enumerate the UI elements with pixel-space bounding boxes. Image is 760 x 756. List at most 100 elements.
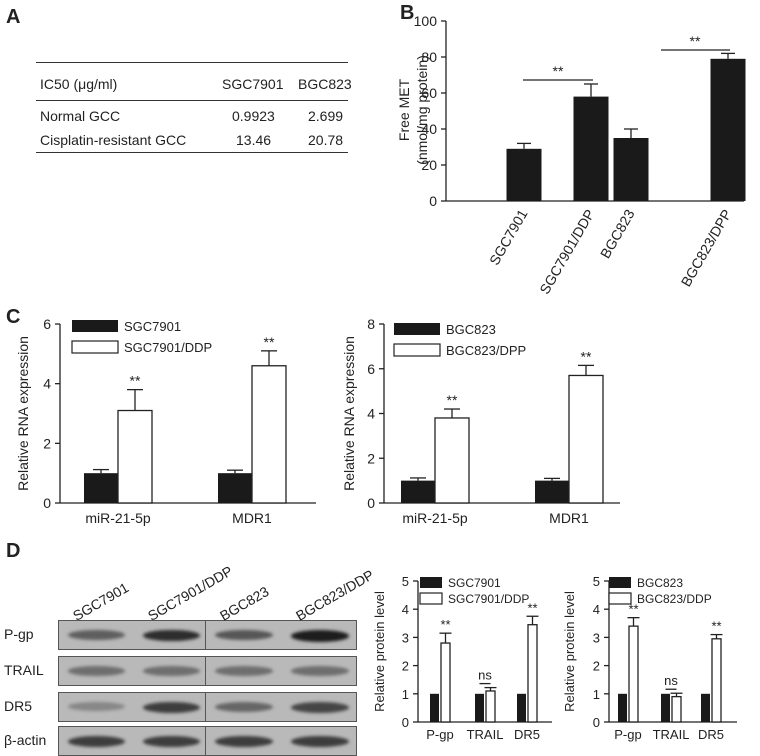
blot-band: [215, 702, 273, 712]
blot-band: [291, 702, 349, 713]
significance-label: **: [711, 619, 721, 634]
table-row: Normal GCC 0.9923 2.699: [36, 108, 346, 130]
x-tick-label: P-gp: [614, 727, 641, 742]
table-cell: 13.46: [236, 132, 272, 148]
bar: [671, 695, 682, 723]
y-axis-label: Relative protein level: [372, 591, 387, 712]
blot-band: [291, 666, 349, 676]
bar: [506, 148, 542, 201]
table-bottom-rule: [36, 152, 348, 153]
blot-band: [143, 630, 200, 642]
y-tick-label: 0: [367, 495, 375, 511]
legend-swatch: [419, 592, 443, 605]
blot-band: [143, 736, 200, 747]
y-tick-label: 2: [402, 659, 409, 674]
x-tick-label: P-gp: [426, 727, 453, 742]
table-header-row: IC50 (μg/ml) SGC7901 BGC823: [36, 76, 352, 98]
significance-label: **: [690, 33, 701, 49]
x-tick-label: DR5: [514, 727, 540, 742]
blot-band: [143, 702, 200, 713]
y-tick-label: 2: [367, 450, 375, 466]
bar: [251, 365, 287, 504]
x-tick-label: SGC7901: [486, 206, 531, 267]
legend-label: BGC823: [446, 322, 496, 337]
x-tick-label: BGC823/DPP: [678, 207, 735, 290]
y-tick-label: 60: [421, 85, 437, 101]
y-tick-label: 20: [421, 157, 437, 173]
y-tick-label: 0: [593, 715, 600, 730]
bar: [628, 625, 639, 723]
table-header-cell: SGC7901: [222, 76, 284, 92]
blot-row-label: β-actin: [4, 732, 47, 748]
bar: [527, 624, 538, 723]
x-tick-label: MDR1: [549, 510, 589, 526]
y-tick-label: 4: [367, 406, 375, 422]
table-header-cell: IC50 (μg/ml): [40, 76, 118, 92]
blot-row-label: P-gp: [4, 626, 34, 642]
legend-swatch: [394, 323, 440, 335]
blot-band: [143, 666, 200, 676]
bar: [573, 96, 609, 201]
x-tick-label: miR-21-5p: [402, 510, 468, 526]
bar: [430, 693, 439, 722]
legend-label: SGC7901: [124, 319, 181, 334]
bar: [711, 638, 722, 723]
significance-label: **: [581, 348, 592, 364]
x-tick-label: miR-21-5p: [85, 510, 151, 526]
panel-label-a: A: [6, 6, 21, 28]
blot-band: [215, 736, 273, 747]
bar: [618, 693, 627, 722]
significance-label: **: [447, 392, 458, 408]
bar: [517, 693, 526, 722]
bar: [661, 693, 670, 722]
blot-band: [291, 630, 349, 642]
blot-band: [68, 736, 125, 747]
legend-swatch: [72, 320, 118, 332]
bar: [434, 417, 470, 504]
y-tick-label: 40: [421, 121, 437, 137]
legend-swatch: [420, 577, 442, 588]
y-tick-label: 0: [43, 495, 51, 511]
y-tick-label: 4: [43, 376, 51, 392]
legend-swatch: [608, 592, 632, 605]
legend-label: BGC823: [637, 576, 683, 590]
y-tick-label: 0: [402, 715, 409, 730]
table-top-rule: [36, 62, 348, 63]
x-tick-label: MDR1: [232, 510, 272, 526]
y-tick-label: 4: [593, 602, 600, 617]
bar: [613, 138, 649, 201]
table-cell: Normal GCC: [40, 108, 121, 124]
table-header-rule: [36, 100, 348, 101]
significance-label: **: [553, 63, 564, 79]
y-tick-label: 4: [402, 602, 409, 617]
y-tick-label: 1: [593, 687, 600, 702]
y-axis-label: Relative RNA expression: [15, 336, 31, 491]
legend-label: BGC823/DDP: [637, 592, 712, 606]
blot-band: [215, 666, 273, 676]
legend-swatch: [71, 340, 119, 354]
y-tick-label: 100: [414, 13, 438, 29]
bar: [485, 690, 496, 723]
bar: [710, 58, 746, 201]
significance-label: ns: [478, 668, 492, 683]
x-tick-label: DR5: [698, 727, 724, 742]
y-tick-label: 6: [43, 316, 51, 332]
y-tick-label: 5: [402, 574, 409, 589]
bar: [568, 374, 604, 504]
significance-label: **: [264, 334, 275, 350]
bar: [475, 693, 484, 722]
y-tick-label: 3: [402, 630, 409, 645]
panel-label-b: B: [400, 2, 415, 24]
bar: [440, 642, 451, 723]
legend-swatch: [393, 343, 441, 357]
legend-label: SGC7901/DDP: [124, 340, 212, 355]
y-tick-label: 0: [429, 193, 437, 209]
table-cell: 20.78: [308, 132, 344, 148]
y-axis-label: Relative RNA expression: [341, 336, 357, 491]
legend-label: SGC7901: [448, 576, 501, 590]
blot-band: [215, 630, 273, 641]
blot-strip: [205, 656, 357, 686]
y-tick-label: 2: [43, 435, 51, 451]
bar: [84, 473, 118, 503]
x-tick-label: TRAIL: [467, 727, 504, 742]
